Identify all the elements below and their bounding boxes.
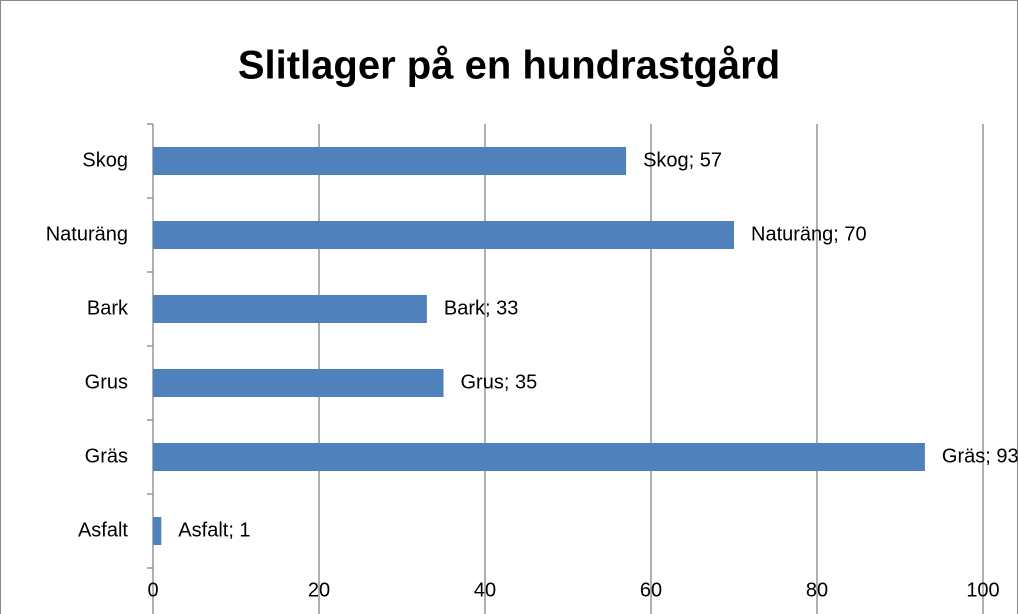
- y-tick-label: Naturäng: [46, 223, 128, 245]
- y-tick-label: Asfalt: [78, 519, 128, 541]
- bar: [153, 443, 925, 471]
- bar: [153, 295, 427, 323]
- x-tick-label: 60: [640, 579, 662, 601]
- data-label: Naturäng; 70: [751, 223, 867, 245]
- x-tick-label: 100: [966, 579, 999, 601]
- y-tick-label: Grus: [85, 371, 128, 393]
- y-tick-label: Gräs: [85, 445, 128, 467]
- data-label: Gräs; 93: [942, 445, 1018, 467]
- x-tick-label: 80: [806, 579, 828, 601]
- data-label: Bark; 33: [444, 297, 518, 319]
- data-label: Grus; 35: [461, 371, 538, 393]
- bar: [153, 221, 734, 249]
- data-label: Skog; 57: [643, 149, 722, 171]
- x-tick-label: 0: [147, 579, 158, 601]
- bar: [153, 369, 444, 397]
- x-tick-label: 20: [308, 579, 330, 601]
- chart-title: Slitlager på en hundrastgård: [238, 44, 780, 88]
- data-label: Asfalt; 1: [178, 519, 250, 541]
- y-tick-label: Bark: [87, 297, 129, 319]
- bar: [153, 517, 162, 545]
- y-tick-label: Skog: [82, 149, 128, 171]
- bar: [153, 147, 627, 175]
- x-tick-label: 40: [474, 579, 496, 601]
